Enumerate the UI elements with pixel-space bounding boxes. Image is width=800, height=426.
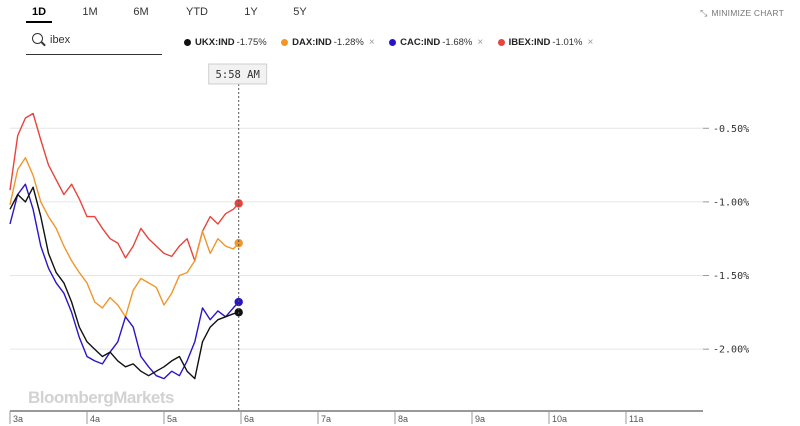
series-color-dot <box>281 38 289 46</box>
legend-chips: UKX:IND -1.75% DAX:IND -1.28% × CAC:IND -1.6… <box>184 34 603 48</box>
series-line-ukx <box>9 186 239 380</box>
series-color-dot <box>184 38 191 46</box>
x-tick-label: 8a <box>398 414 408 424</box>
y-tick-label: -2.00% <box>713 345 749 356</box>
legend-symbol: IBEX:IND <box>508 37 551 49</box>
legend-symbol: UKX:IND <box>195 37 235 49</box>
x-tick-label: 4a <box>90 414 100 424</box>
remove-series-icon[interactable]: × <box>587 37 594 49</box>
y-tick-label: -0.50% <box>713 124 749 135</box>
range-tab-1y[interactable]: 1Y <box>244 6 258 18</box>
remove-series-icon[interactable]: × <box>368 37 375 49</box>
x-tick-label: 11a <box>629 414 643 424</box>
legend-change: -1.28% <box>333 37 364 49</box>
x-tick-label: 9a <box>475 414 485 424</box>
minimize-chart-label: MINIMIZE CHART <box>711 8 784 18</box>
y-axis-labels: -0.50% -1.00% -1.50% -2.00% <box>713 124 749 356</box>
series-line-dax <box>9 156 240 318</box>
minimize-chart-button[interactable]: ⤡ MINIMIZE CHART <box>700 8 784 19</box>
legend-chip-ukx: UKX:IND -1.75% <box>184 37 267 48</box>
y-tick-label: -1.00% <box>713 197 749 208</box>
range-tab-5y[interactable]: 5Y <box>293 6 307 18</box>
series-endpoint-dax <box>234 238 243 248</box>
minimize-icon: ⤡ <box>700 8 708 18</box>
x-axis: 3a 4a 5a 6a 7a 8a 9a 10a 11a <box>9 410 703 424</box>
crosshair-time-box <box>208 63 268 85</box>
series-color-dot <box>497 38 505 46</box>
legend-chip-dax: DAX:IND -1.28% × <box>281 37 375 48</box>
crosshair-time-label: 5:58 AM <box>216 69 260 81</box>
bloomberg-watermark: BloombergMarkets <box>28 388 174 407</box>
range-tab-6m[interactable]: 6M <box>133 6 149 18</box>
range-tab-1m[interactable]: 1M <box>82 6 98 18</box>
x-tick-label: 7a <box>321 414 331 424</box>
legend-symbol: DAX:IND <box>292 37 332 49</box>
legend-chip-ibex: IBEX:IND -1.01% × <box>497 37 594 49</box>
legend-change: -1.01% <box>552 37 583 49</box>
legend-change: -1.68% <box>442 37 473 49</box>
range-tab-1d[interactable]: 1D <box>31 6 47 18</box>
remove-series-icon[interactable]: × <box>477 37 484 49</box>
x-tick-label: 6a <box>244 414 254 424</box>
search-icon <box>32 33 43 44</box>
chart-series <box>9 112 243 380</box>
series-color-dot <box>389 38 397 46</box>
chart-grid <box>10 127 709 350</box>
x-tick-label: 10a <box>552 414 567 424</box>
x-tick-label: 5a <box>167 414 177 424</box>
range-tab-ytd[interactable]: YTD <box>186 6 208 18</box>
active-tab-indicator <box>26 21 52 23</box>
y-tick-label: -1.50% <box>713 271 749 282</box>
legend-change: -1.75% <box>236 37 267 49</box>
legend-symbol: CAC:IND <box>400 37 441 49</box>
crosshair: 5:58 AM <box>208 63 268 411</box>
series-endpoint-ibex <box>234 199 243 208</box>
x-tick-label: 3a <box>13 414 23 424</box>
search-input[interactable] <box>50 31 158 49</box>
legend-chip-cac: CAC:IND -1.68% × <box>389 37 483 48</box>
series-endpoint-cac <box>234 297 243 307</box>
series-line-cac <box>9 183 240 380</box>
range-selector: 1D 1M 6M YTD 1Y 5Y ⤡ MINIMIZE CHART <box>0 0 800 26</box>
search-box <box>26 28 162 55</box>
